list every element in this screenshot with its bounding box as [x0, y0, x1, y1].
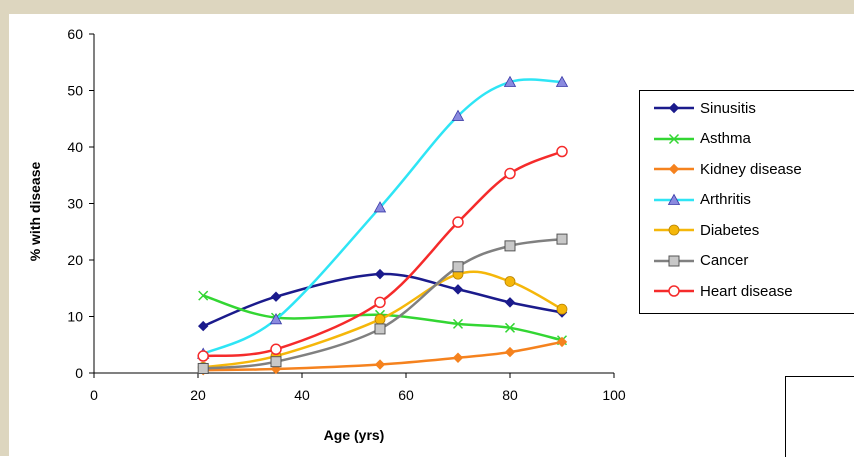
- legend-label: Arthritis: [700, 191, 751, 208]
- data-point-heart-disease: [270, 343, 282, 356]
- legend-marker: [668, 163, 680, 175]
- data-point-cancer: [556, 233, 568, 245]
- data-point-diabetes: [504, 276, 516, 287]
- y-tick-label: 10: [67, 309, 83, 325]
- x-tick-label: 20: [190, 387, 206, 403]
- legend-label: Diabetes: [700, 221, 760, 239]
- legend-item: Cancer: [652, 249, 748, 273]
- legend-label: Asthma: [700, 130, 751, 147]
- data-point-asthma: [504, 322, 516, 333]
- y-tick-label: 50: [67, 83, 83, 99]
- data-point-heart-disease: [556, 145, 568, 158]
- data-point-arthritis: [373, 201, 387, 213]
- x-tick-label: 0: [90, 387, 98, 403]
- legend-item: Asthma: [652, 127, 751, 151]
- legend-item: Sinusitis: [652, 96, 756, 120]
- x-tick-label: 80: [502, 387, 518, 403]
- legend-item: Heart disease: [652, 279, 793, 303]
- data-point-sinusitis: [270, 291, 282, 302]
- y-tick-label: 40: [67, 139, 83, 155]
- data-point-arthritis: [503, 75, 517, 87]
- legend-label: Heart disease: [700, 282, 793, 300]
- corner-box: [785, 376, 854, 457]
- data-point-heart-disease: [504, 167, 516, 180]
- data-point-heart-disease: [374, 296, 386, 309]
- legend-swatch: [654, 224, 694, 236]
- legend-label: Cancer: [700, 252, 749, 269]
- y-tick-label: 20: [67, 252, 83, 268]
- data-point-asthma: [198, 290, 209, 301]
- legend-item: Diabetes: [652, 218, 759, 242]
- data-point-sinusitis: [452, 284, 464, 295]
- legend-item: Arthritis: [652, 188, 751, 212]
- legend-label: Sinusitis: [700, 99, 756, 117]
- data-point-cancer: [270, 356, 282, 368]
- data-point-cancer: [452, 261, 464, 273]
- x-tick-label: 40: [294, 387, 310, 403]
- legend-marker: [668, 133, 680, 144]
- legend-marker: [668, 224, 680, 236]
- data-point-heart-disease: [452, 216, 464, 228]
- legend-swatch: [654, 133, 694, 144]
- data-point-arthritis: [555, 75, 569, 87]
- x-tick-label: 100: [602, 387, 626, 403]
- legend-swatch: [654, 163, 694, 175]
- data-point-diabetes: [556, 303, 568, 315]
- legend-item: Kidney disease: [652, 157, 802, 181]
- legend-marker: [668, 285, 680, 297]
- legend-label: Kidney disease: [700, 160, 802, 178]
- data-point-asthma: [452, 318, 464, 329]
- data-point-sinusitis: [504, 297, 516, 308]
- data-point-cancer: [504, 240, 516, 252]
- y-tick-label: 60: [67, 26, 83, 42]
- y-tick-label: 0: [75, 365, 83, 381]
- x-tick-label: 60: [398, 387, 414, 403]
- legend-swatch: [654, 102, 694, 114]
- data-point-arthritis: [451, 109, 465, 121]
- data-point-cancer: [197, 362, 209, 374]
- data-point-kidney-disease: [374, 359, 386, 370]
- data-point-kidney-disease: [504, 346, 516, 358]
- data-point-arthritis: [269, 312, 283, 325]
- data-point-sinusitis: [374, 268, 386, 280]
- data-point-cancer: [374, 323, 386, 335]
- data-point-kidney-disease: [452, 352, 464, 363]
- chart-legend: Sinusitis Asthma Kidney disease Arthritis Di…: [639, 90, 854, 314]
- legend-swatch: [654, 255, 694, 266]
- y-axis-title: % with disease: [27, 161, 43, 261]
- legend-marker: [667, 193, 681, 205]
- legend-marker: [668, 102, 680, 114]
- data-point-heart-disease: [197, 350, 209, 362]
- legend-swatch: [654, 285, 694, 297]
- data-point-sinusitis: [197, 320, 209, 332]
- data-point-diabetes: [374, 313, 386, 325]
- data-point-kidney-disease: [556, 336, 568, 348]
- legend-swatch: [654, 193, 694, 205]
- legend-marker: [668, 255, 680, 266]
- x-axis-title: Age (yrs): [324, 427, 385, 443]
- y-tick-label: 30: [67, 196, 83, 212]
